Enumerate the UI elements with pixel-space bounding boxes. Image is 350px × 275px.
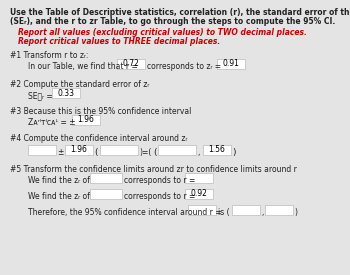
Text: In our Table, we find that r =: In our Table, we find that r =: [28, 62, 138, 71]
Text: (: (: [94, 148, 98, 157]
Text: 1.56: 1.56: [209, 145, 225, 155]
Text: ): ): [294, 208, 297, 217]
Text: (: (: [153, 148, 156, 157]
FancyBboxPatch shape: [72, 115, 100, 125]
Text: ): ): [232, 148, 236, 157]
Text: #5 Transform the confidence limits around zr to confidence limits around r: #5 Transform the confidence limits aroun…: [10, 165, 297, 174]
FancyBboxPatch shape: [265, 205, 293, 215]
Text: 0.91: 0.91: [223, 59, 239, 68]
Text: #1 Transform r to zᵣ:: #1 Transform r to zᵣ:: [10, 51, 88, 60]
FancyBboxPatch shape: [217, 59, 245, 69]
Text: #3 Because this is the 95% confidence interval: #3 Because this is the 95% confidence in…: [10, 107, 191, 116]
Text: ,: ,: [197, 148, 199, 157]
Text: 1.96: 1.96: [78, 116, 94, 125]
Text: )=(: )=(: [139, 148, 151, 157]
Text: Report all values (excluding critical values) to TWO decimal places.: Report all values (excluding critical va…: [18, 28, 307, 37]
FancyBboxPatch shape: [117, 59, 145, 69]
Text: Therefore, the 95% confidence interval around r =: Therefore, the 95% confidence interval a…: [28, 208, 222, 217]
Text: is (: is (: [218, 208, 230, 217]
Text: ,: ,: [261, 208, 263, 217]
Text: (SEᵣ), and the r to zr Table, to go through the steps to compute the 95% CI.: (SEᵣ), and the r to zr Table, to go thro…: [10, 17, 335, 26]
FancyBboxPatch shape: [158, 145, 196, 155]
FancyBboxPatch shape: [185, 173, 213, 183]
Text: Use the Table of Descriptive statistics, correlation (r), the standard error of : Use the Table of Descriptive statistics,…: [10, 8, 350, 17]
FancyBboxPatch shape: [90, 189, 122, 199]
Text: corresponds to zᵣ =: corresponds to zᵣ =: [147, 62, 221, 71]
Text: 0.92: 0.92: [190, 189, 208, 199]
FancyBboxPatch shape: [188, 205, 216, 215]
FancyBboxPatch shape: [52, 88, 80, 98]
Text: 0.33: 0.33: [57, 89, 75, 98]
Text: 0.72: 0.72: [122, 59, 139, 68]
FancyBboxPatch shape: [100, 145, 138, 155]
FancyBboxPatch shape: [232, 205, 260, 215]
Text: corresponds to r =: corresponds to r =: [124, 176, 195, 185]
Text: ±: ±: [57, 148, 63, 157]
Text: 1.96: 1.96: [71, 145, 88, 155]
Text: Report critical values to THREE decimal places.: Report critical values to THREE decimal …: [18, 37, 220, 46]
Text: corresponds to r =: corresponds to r =: [124, 192, 195, 201]
Text: We find the zᵣ of: We find the zᵣ of: [28, 192, 90, 201]
FancyBboxPatch shape: [65, 145, 93, 155]
Text: #2 Compute the standard error of zᵣ: #2 Compute the standard error of zᵣ: [10, 80, 149, 89]
FancyBboxPatch shape: [90, 173, 122, 183]
Text: #4 Compute the confidence interval around zᵣ: #4 Compute the confidence interval aroun…: [10, 134, 187, 143]
Text: Zᴀʳᴵᴛᴵᴄᴀᴸ = ±: Zᴀʳᴵᴛᴵᴄᴀᴸ = ±: [28, 118, 76, 127]
FancyBboxPatch shape: [28, 145, 56, 155]
Text: SEᨢᵣ =: SEᨢᵣ =: [28, 91, 53, 100]
FancyBboxPatch shape: [185, 189, 213, 199]
FancyBboxPatch shape: [203, 145, 231, 155]
Text: We find the zᵣ of: We find the zᵣ of: [28, 176, 90, 185]
